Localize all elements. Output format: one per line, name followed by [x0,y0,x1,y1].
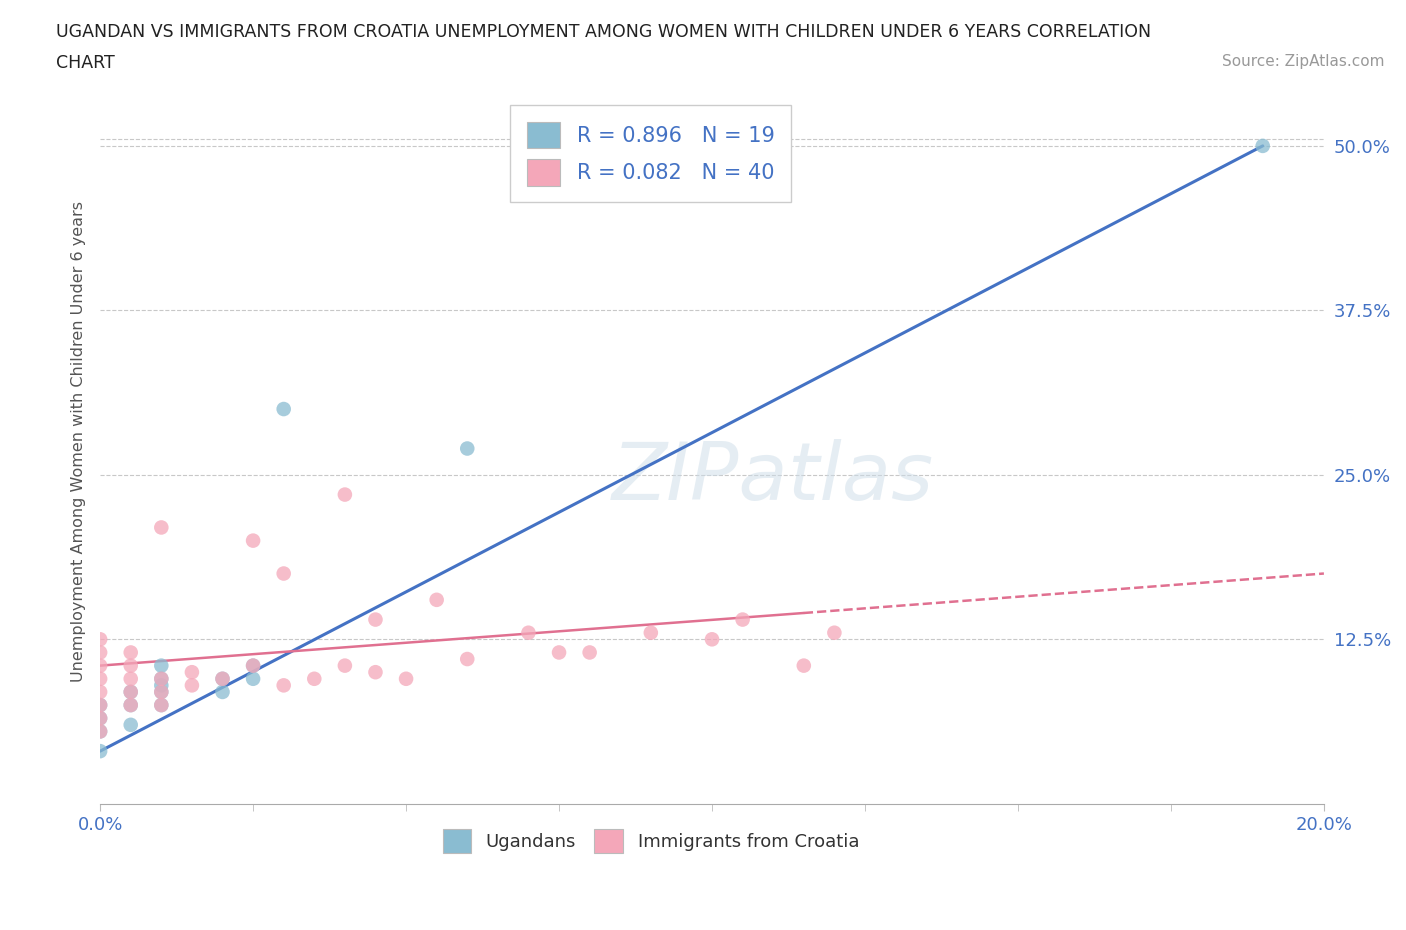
Point [120,698,142,712]
Point [89,724,111,738]
Point [89,671,111,686]
Point [333,487,356,502]
Point [548,645,571,660]
Point [1251,139,1274,153]
Point [273,566,295,581]
Point [426,592,449,607]
Point [150,520,173,535]
Point [242,671,264,686]
Point [211,671,233,686]
Text: CHART: CHART [56,54,115,72]
Point [304,671,326,686]
Point [180,665,202,680]
Point [150,671,173,686]
Point [517,625,540,640]
Point [89,711,111,725]
Point [89,724,111,738]
Point [89,631,111,646]
Point [823,625,845,640]
Point [211,684,233,699]
Point [89,684,111,699]
Point [700,631,723,646]
Point [120,658,142,673]
Point [120,698,142,712]
Point [89,645,111,660]
Point [333,658,356,673]
Point [180,678,202,693]
Point [150,678,173,693]
Point [89,711,111,725]
Point [731,612,754,627]
Point [640,625,662,640]
Point [89,698,111,712]
Text: UGANDAN VS IMMIGRANTS FROM CROATIA UNEMPLOYMENT AMONG WOMEN WITH CHILDREN UNDER : UGANDAN VS IMMIGRANTS FROM CROATIA UNEMP… [56,23,1152,41]
Point [242,658,264,673]
Point [150,671,173,686]
Legend: Ugandans, Immigrants from Croatia: Ugandans, Immigrants from Croatia [436,822,866,860]
Point [395,671,418,686]
Point [150,684,173,699]
Point [211,671,233,686]
Point [150,698,173,712]
Point [89,744,111,759]
Point [793,658,815,673]
Point [364,612,387,627]
Point [456,441,478,456]
Point [273,678,295,693]
Point [150,698,173,712]
Point [120,684,142,699]
Point [89,658,111,673]
Text: ZIPatlas: ZIPatlas [612,439,934,517]
Point [273,402,295,417]
Point [578,645,600,660]
Point [242,658,264,673]
Point [89,698,111,712]
Y-axis label: Unemployment Among Women with Children Under 6 years: Unemployment Among Women with Children U… [72,202,86,683]
Text: Source: ZipAtlas.com: Source: ZipAtlas.com [1222,54,1385,69]
Point [120,684,142,699]
Point [120,671,142,686]
Point [364,665,387,680]
Point [242,533,264,548]
Point [150,684,173,699]
Point [120,717,142,732]
Point [120,645,142,660]
Point [150,658,173,673]
Point [456,652,478,667]
